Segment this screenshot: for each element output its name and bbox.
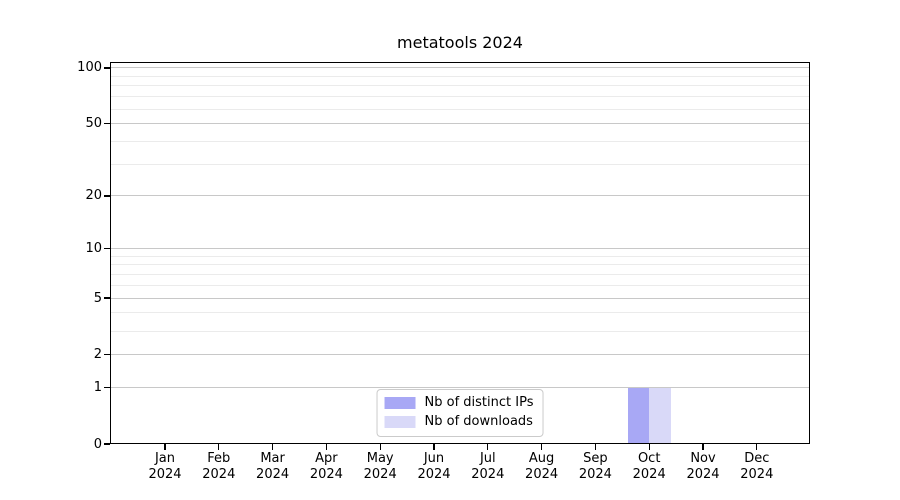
gridline-minor-y8: [110, 264, 810, 266]
x-tick-mark-sep-2024: [594, 444, 596, 450]
y-tick-label-50: 50: [85, 116, 102, 132]
x-tick-mark-feb-2024: [218, 444, 220, 450]
gridline-minor-y9: [110, 255, 810, 257]
x-tick-label-mar-2024: Mar 2024: [256, 451, 290, 482]
x-tick-mark-may-2024: [379, 444, 381, 450]
x-tick-mark-aug-2024: [541, 444, 543, 450]
x-tick-label-sep-2024: Sep 2024: [578, 451, 612, 482]
gridline-major-y2: [110, 353, 810, 355]
gridline-minor-y3: [110, 330, 810, 332]
y-tick-label-5: 5: [93, 290, 102, 306]
chart-title: metatools 2024: [397, 33, 523, 52]
gridline-minor-y4: [110, 312, 810, 314]
bars-layer: [110, 62, 810, 444]
legend: Nb of distinct IPs Nb of downloads: [376, 389, 544, 437]
gridline-minor-y6: [110, 284, 810, 286]
gridline-minor-y80: [110, 85, 810, 87]
x-tick-mark-jun-2024: [433, 444, 435, 450]
y-tick-label-0: 0: [93, 436, 102, 452]
x-tick-mark-oct-2024: [648, 444, 650, 450]
x-tick-label-jun-2024: Jun 2024: [417, 451, 451, 482]
gridline-minor-y90: [110, 75, 810, 77]
gridline-major-y50: [110, 123, 810, 125]
x-tick-label-aug-2024: Aug 2024: [525, 451, 559, 482]
gridline-minor-y70: [110, 96, 810, 98]
y-tick-label-2: 2: [93, 346, 102, 362]
x-tick-label-jan-2024: Jan 2024: [148, 451, 182, 482]
gridline-major-y5: [110, 297, 810, 299]
x-tick-mark-mar-2024: [272, 444, 274, 450]
gridline-major-y100: [110, 67, 810, 69]
plot-area: Nb of distinct IPs Nb of downloads: [110, 62, 810, 444]
y-tick-label-20: 20: [85, 188, 102, 204]
x-tick-mark-jul-2024: [487, 444, 489, 450]
y-tick-label-100: 100: [77, 60, 102, 76]
legend-label-distinct-ips: Nb of distinct IPs: [424, 395, 534, 410]
gridline-minor-y7: [110, 274, 810, 276]
gridline-major-y1: [110, 387, 810, 389]
x-tick-label-nov-2024: Nov 2024: [686, 451, 720, 482]
legend-swatch-distinct-ips: [384, 397, 416, 409]
x-tick-mark-apr-2024: [325, 444, 327, 450]
x-tick-label-jul-2024: Jul 2024: [471, 451, 505, 482]
gridline-major-y10: [110, 248, 810, 250]
x-tick-mark-jan-2024: [164, 444, 166, 450]
gridline-minor-y60: [110, 108, 810, 110]
bar-nb-of-distinct-ips-oct-2024: [627, 387, 650, 444]
legend-label-downloads: Nb of downloads: [424, 414, 533, 429]
legend-swatch-downloads: [384, 416, 416, 428]
legend-item-distinct-ips: Nb of distinct IPs: [384, 395, 534, 411]
x-tick-label-apr-2024: Apr 2024: [309, 451, 343, 482]
gridline-minor-y40: [110, 140, 810, 142]
grid-layer: [110, 62, 810, 444]
x-tick-label-dec-2024: Dec 2024: [740, 451, 774, 482]
x-tick-label-may-2024: May 2024: [363, 451, 397, 482]
x-tick-label-feb-2024: Feb 2024: [202, 451, 236, 482]
x-tick-mark-nov-2024: [702, 444, 704, 450]
gridline-minor-y30: [110, 163, 810, 165]
legend-item-downloads: Nb of downloads: [384, 414, 534, 430]
y-tick-label-10: 10: [85, 241, 102, 257]
x-tick-mark-dec-2024: [756, 444, 758, 450]
x-tick-label-oct-2024: Oct 2024: [632, 451, 666, 482]
bar-nb-of-downloads-oct-2024: [649, 387, 671, 444]
gridline-major-y20: [110, 195, 810, 197]
y-tick-label-1: 1: [93, 380, 102, 396]
